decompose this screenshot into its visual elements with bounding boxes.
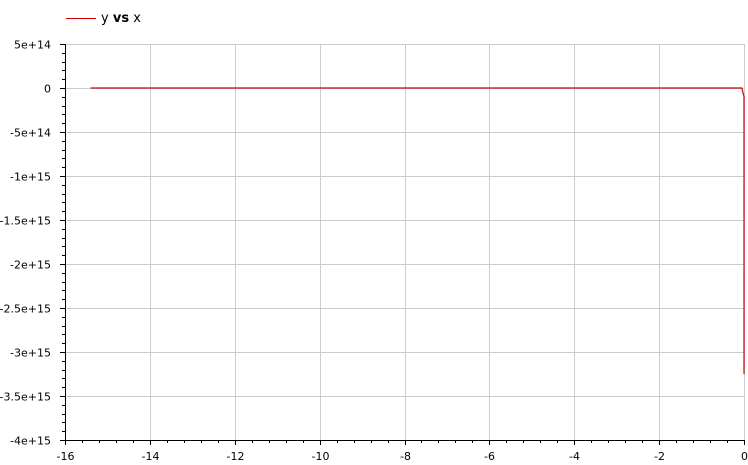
y-tick-label: -1.5e+15 xyxy=(0,215,51,228)
grid-lines xyxy=(65,44,745,441)
legend: y vs x xyxy=(66,9,141,27)
series-line xyxy=(90,87,745,374)
x-tick-label: -6 xyxy=(484,450,495,463)
legend-vs-text: vs xyxy=(112,10,130,26)
x-tick-label: -8 xyxy=(400,450,411,463)
x-tick-label: -12 xyxy=(227,450,245,463)
x-tick-label: -4 xyxy=(569,450,580,463)
y-tick-label: -4e+15 xyxy=(10,435,51,448)
y-tick-label: -3e+15 xyxy=(10,347,51,360)
x-tick-label: -10 xyxy=(312,450,330,463)
legend-x-text: x xyxy=(133,10,141,26)
y-tick-label: 0 xyxy=(44,83,51,96)
y-tick-label: -1e+15 xyxy=(10,171,51,184)
x-tick-label: -2 xyxy=(654,450,665,463)
legend-swatch xyxy=(66,17,96,19)
axes xyxy=(65,44,745,441)
y-tick-label: -2e+15 xyxy=(10,259,51,272)
x-tick-label: -16 xyxy=(57,450,75,463)
legend-y-text: y xyxy=(101,10,109,26)
y-tick-label: 5e+14 xyxy=(14,39,51,52)
x-tick-label: 0 xyxy=(741,450,748,463)
x-tick-label: -14 xyxy=(142,450,160,463)
y-tick-label: -5e+14 xyxy=(10,127,51,140)
y-tick-label: -3.5e+15 xyxy=(0,391,51,404)
series-layer xyxy=(90,87,745,374)
y-tick-label: -2.5e+15 xyxy=(0,303,51,316)
x-axis-ticks: -16 -14 -12 -10 -8 -6 -4 -2 0 xyxy=(57,440,748,463)
y-axis-ticks: 5e+14 0 -5e+14 -1e+15 -1.5e+15 -2e+15 -2.5e+15… xyxy=(0,39,65,448)
legend-label: y vs x xyxy=(101,11,141,26)
